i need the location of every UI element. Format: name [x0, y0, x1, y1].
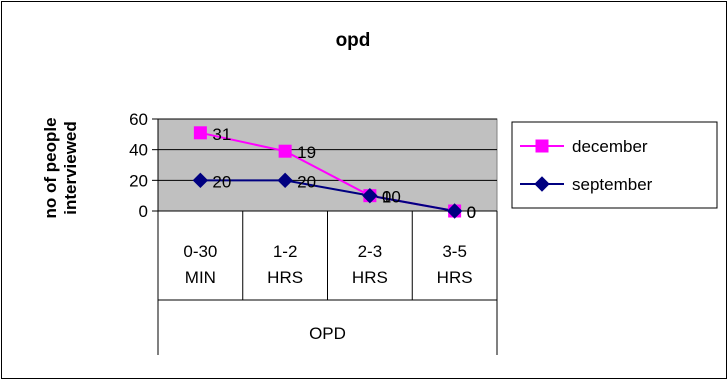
x-tick-label: HRS: [352, 268, 388, 287]
legend-marker-september: [534, 176, 550, 192]
data-point-december: [278, 144, 292, 158]
x-tick-label: MIN: [185, 268, 216, 287]
data-label-september: 0: [467, 203, 476, 222]
y-tick-label: 60: [129, 110, 148, 129]
x-group-label: OPD: [309, 324, 346, 343]
data-point-september: [362, 187, 378, 204]
data-label-december: 19: [297, 143, 316, 162]
data-label-december: 0: [467, 203, 476, 222]
legend-marker-december: [535, 139, 549, 153]
legend-box: [511, 121, 718, 209]
x-tick-label: 3-5: [442, 242, 467, 261]
y-axis-label-line-2: interviewed: [61, 121, 80, 215]
data-label-september: 20: [212, 172, 231, 191]
x-tick-label: HRS: [267, 268, 303, 287]
x-tick-label: 0-30: [183, 242, 217, 261]
chart-title: opd: [336, 30, 371, 51]
data-label-september: 20: [297, 172, 316, 191]
data-point-december: [193, 126, 207, 140]
plot-area: [157, 118, 498, 212]
y-tick-label: 40: [129, 141, 148, 160]
data-label-december: 31: [212, 125, 231, 144]
y-axis-label-line-1: no of people: [41, 117, 60, 218]
data-point-september: [192, 172, 209, 189]
data-point-september: [446, 203, 463, 219]
legend-label-december: december: [572, 137, 648, 156]
y-tick-label: 20: [129, 171, 148, 190]
x-tick-label: 2-3: [358, 242, 383, 261]
data-point-september: [277, 172, 293, 189]
data-label-december: 10: [382, 188, 401, 207]
x-tick-label: HRS: [437, 268, 473, 287]
data-label-september: 0: [382, 188, 391, 207]
legend-label-september: september: [572, 175, 653, 194]
y-tick-label: 0: [139, 202, 148, 221]
x-tick-label: 1-2: [273, 242, 298, 261]
series-line-september: [200, 179, 455, 212]
